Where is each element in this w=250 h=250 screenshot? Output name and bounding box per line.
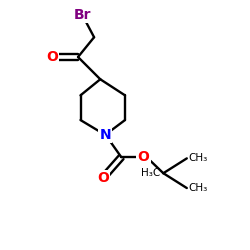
- Text: H₃C: H₃C: [141, 168, 160, 178]
- Text: CH₃: CH₃: [189, 153, 208, 164]
- Text: CH₃: CH₃: [189, 183, 208, 193]
- Text: Br: Br: [74, 8, 92, 22]
- Text: O: O: [97, 171, 109, 185]
- Text: O: O: [138, 150, 149, 164]
- Text: N: N: [100, 128, 111, 142]
- Text: O: O: [46, 50, 58, 64]
